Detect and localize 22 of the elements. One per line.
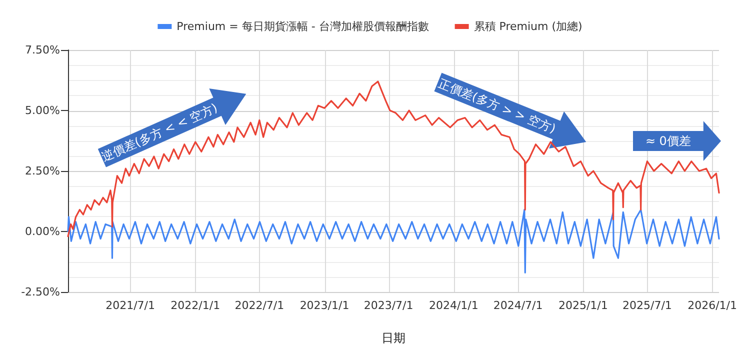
y-tick-label: -2.50% bbox=[21, 286, 60, 298]
x-tick-label: 2024/1/1 bbox=[428, 299, 478, 312]
annotation: 逆價差(多方 < < 空方) bbox=[98, 99, 220, 166]
y-tick-label: 0.00% bbox=[25, 225, 60, 238]
x-tick-label: 2024/7/1 bbox=[493, 299, 543, 312]
y-tick-label: 5.00% bbox=[25, 104, 60, 117]
x-tick-label: 2023/1/1 bbox=[300, 299, 350, 312]
line-series bbox=[67, 208, 720, 274]
y-tick-label: 7.50% bbox=[25, 44, 60, 56]
x-axis-title: 日期 bbox=[382, 331, 406, 345]
x-tick-label: 2022/7/1 bbox=[234, 299, 284, 312]
x-tick-label: 2026/1/1 bbox=[688, 299, 737, 312]
x-tick-label: 2021/7/1 bbox=[106, 299, 155, 312]
x-tick-label: 2025/1/1 bbox=[558, 299, 608, 312]
legend-label: Premium = 每日期貨漲幅 - 台灣加權股價報酬指數 bbox=[176, 20, 429, 33]
x-tick-label: 2022/1/1 bbox=[170, 299, 220, 312]
y-tick-label: 2.50% bbox=[25, 164, 60, 178]
legend-label: 累積 Premium (加總) bbox=[474, 20, 582, 33]
annotation: ≈ 0價差 bbox=[644, 132, 692, 150]
x-tick-label: 2025/7/1 bbox=[622, 299, 672, 312]
x-tick-label: 2023/7/1 bbox=[364, 299, 414, 312]
annotation: 正價差(多方 > > 空方) bbox=[436, 74, 559, 138]
